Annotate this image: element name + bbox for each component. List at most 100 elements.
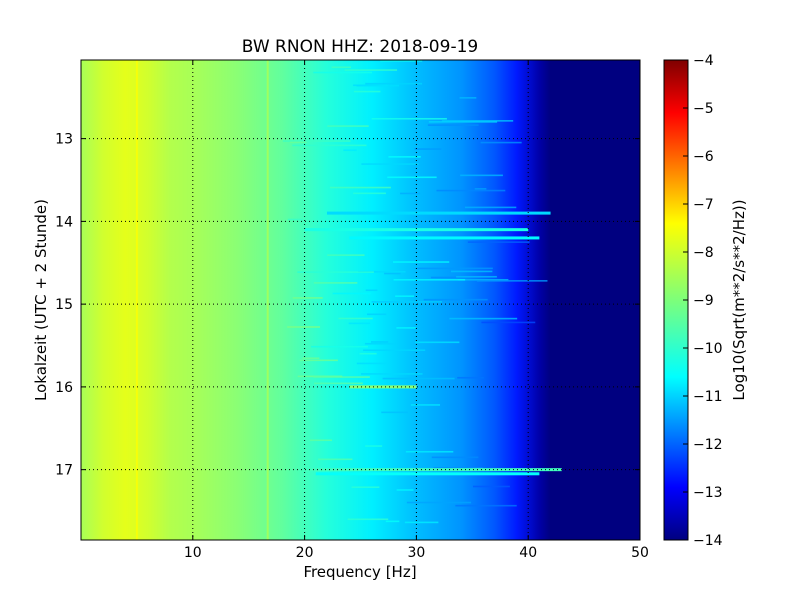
texture-streak bbox=[450, 270, 493, 273]
texture-streak bbox=[364, 342, 396, 345]
colorbar-tick-label: −14 bbox=[693, 533, 723, 549]
colorbar-tick-label: −6 bbox=[693, 149, 714, 165]
spectral-line bbox=[266, 60, 269, 540]
texture-streak bbox=[282, 140, 351, 142]
texture-streak bbox=[292, 297, 323, 299]
texture-streak bbox=[404, 521, 439, 524]
y-tick-label: 13 bbox=[55, 132, 73, 148]
narrow-lines bbox=[135, 60, 269, 540]
colorbar: −4 −5 −6 −7 −8 −9 −10 −11 −12 −13 −14 Log10(Sqrt(m… bbox=[663, 53, 748, 549]
texture-streak bbox=[365, 445, 383, 447]
event-streak bbox=[349, 385, 417, 389]
texture-streak bbox=[400, 192, 421, 195]
texture-streak bbox=[381, 411, 408, 414]
grid-lines bbox=[81, 60, 640, 540]
colorbar-tick-label: −9 bbox=[693, 293, 714, 309]
texture-streak bbox=[292, 144, 367, 147]
texture-streak bbox=[287, 326, 320, 328]
texture-streak bbox=[382, 377, 455, 380]
event-streak bbox=[304, 228, 529, 232]
texture-streak bbox=[396, 327, 416, 329]
x-tick-label: 50 bbox=[631, 545, 649, 561]
texture-streak bbox=[431, 456, 479, 459]
y-tick-label: 16 bbox=[55, 380, 73, 396]
texture-streak bbox=[393, 278, 466, 281]
texture-streak bbox=[299, 359, 338, 362]
texture-streak bbox=[361, 163, 419, 165]
texture-streak bbox=[318, 458, 353, 461]
colorbar-tick-label: −8 bbox=[693, 245, 714, 261]
texture-streak bbox=[433, 467, 483, 469]
plot-frame bbox=[80, 59, 641, 541]
texture-streak bbox=[351, 486, 380, 488]
texture-streak bbox=[385, 520, 400, 523]
y-axis: 13 14 15 16 17 bbox=[55, 132, 640, 479]
texture-streak bbox=[449, 317, 518, 320]
texture-streak bbox=[457, 376, 484, 379]
texture-streak bbox=[430, 276, 465, 279]
texture-streak bbox=[428, 121, 498, 123]
texture-streak bbox=[415, 341, 460, 344]
x-tick-label: 10 bbox=[184, 545, 202, 561]
texture-streak bbox=[309, 439, 332, 442]
texture-streak bbox=[313, 282, 358, 284]
texture-streak bbox=[327, 125, 369, 127]
texture-streak bbox=[348, 322, 371, 325]
x-tick-label: 20 bbox=[296, 545, 314, 561]
chart-title: BW RNON HHZ: 2018-09-19 bbox=[242, 37, 478, 57]
y-tick-label: 15 bbox=[55, 297, 73, 313]
texture-streak bbox=[410, 404, 441, 406]
texture-streak bbox=[456, 275, 497, 278]
texture-streak bbox=[441, 120, 514, 122]
texture-streak bbox=[358, 270, 406, 273]
texture-streak bbox=[405, 450, 454, 453]
texture-streak bbox=[365, 82, 423, 85]
texture-streak bbox=[388, 156, 421, 158]
y-tick-label: 14 bbox=[55, 214, 73, 230]
texture-streak bbox=[371, 301, 442, 303]
x-tick-label: 30 bbox=[407, 545, 425, 561]
texture-streak bbox=[427, 124, 479, 126]
texture-streak bbox=[367, 313, 387, 316]
texture-layer bbox=[282, 60, 548, 524]
texture-streak bbox=[459, 97, 477, 99]
texture-streak bbox=[332, 292, 371, 295]
colorbar-tick-label: −7 bbox=[693, 197, 714, 213]
texture-streak bbox=[460, 174, 503, 177]
texture-streak bbox=[356, 362, 389, 365]
texture-streak bbox=[371, 341, 389, 343]
texture-streak bbox=[363, 349, 426, 352]
texture-streak bbox=[353, 84, 388, 87]
texture-streak bbox=[406, 501, 472, 504]
texture-streak bbox=[387, 176, 437, 179]
texture-streak bbox=[392, 261, 450, 263]
texture-streak bbox=[380, 60, 423, 62]
texture-streak bbox=[395, 295, 415, 297]
texture-streak bbox=[365, 289, 378, 292]
x-tick-label: 40 bbox=[519, 545, 537, 561]
colorbar-label: Log10(Sqrt(m**2/s**2/Hz)) bbox=[730, 199, 748, 400]
x-axis: 10 20 30 40 50 bbox=[184, 60, 649, 561]
y-tick-label: 17 bbox=[55, 463, 73, 479]
texture-streak bbox=[343, 149, 357, 152]
texture-streak bbox=[361, 373, 423, 375]
texture-streak bbox=[436, 189, 506, 192]
texture-streak bbox=[314, 382, 363, 385]
event-streak bbox=[326, 211, 551, 215]
texture-streak bbox=[302, 357, 320, 360]
texture-streak bbox=[476, 280, 548, 282]
event-streak bbox=[315, 472, 540, 476]
plot-area bbox=[81, 60, 640, 540]
texture-streak bbox=[311, 345, 368, 348]
texture-streak bbox=[474, 188, 487, 190]
texture-streak bbox=[297, 271, 374, 273]
texture-streak bbox=[455, 504, 517, 507]
colorbar-tick-label: −10 bbox=[693, 341, 723, 357]
texture-streak bbox=[313, 71, 372, 74]
colorbar-tick-label: −5 bbox=[693, 101, 714, 117]
colorbar-tick-label: −4 bbox=[693, 53, 714, 69]
colorbar-ticks: −4 −5 −6 −7 −8 −9 −10 −11 −12 −13 −14 bbox=[683, 53, 723, 549]
spectral-line bbox=[135, 60, 138, 540]
texture-streak bbox=[353, 192, 386, 195]
texture-streak bbox=[359, 352, 377, 355]
